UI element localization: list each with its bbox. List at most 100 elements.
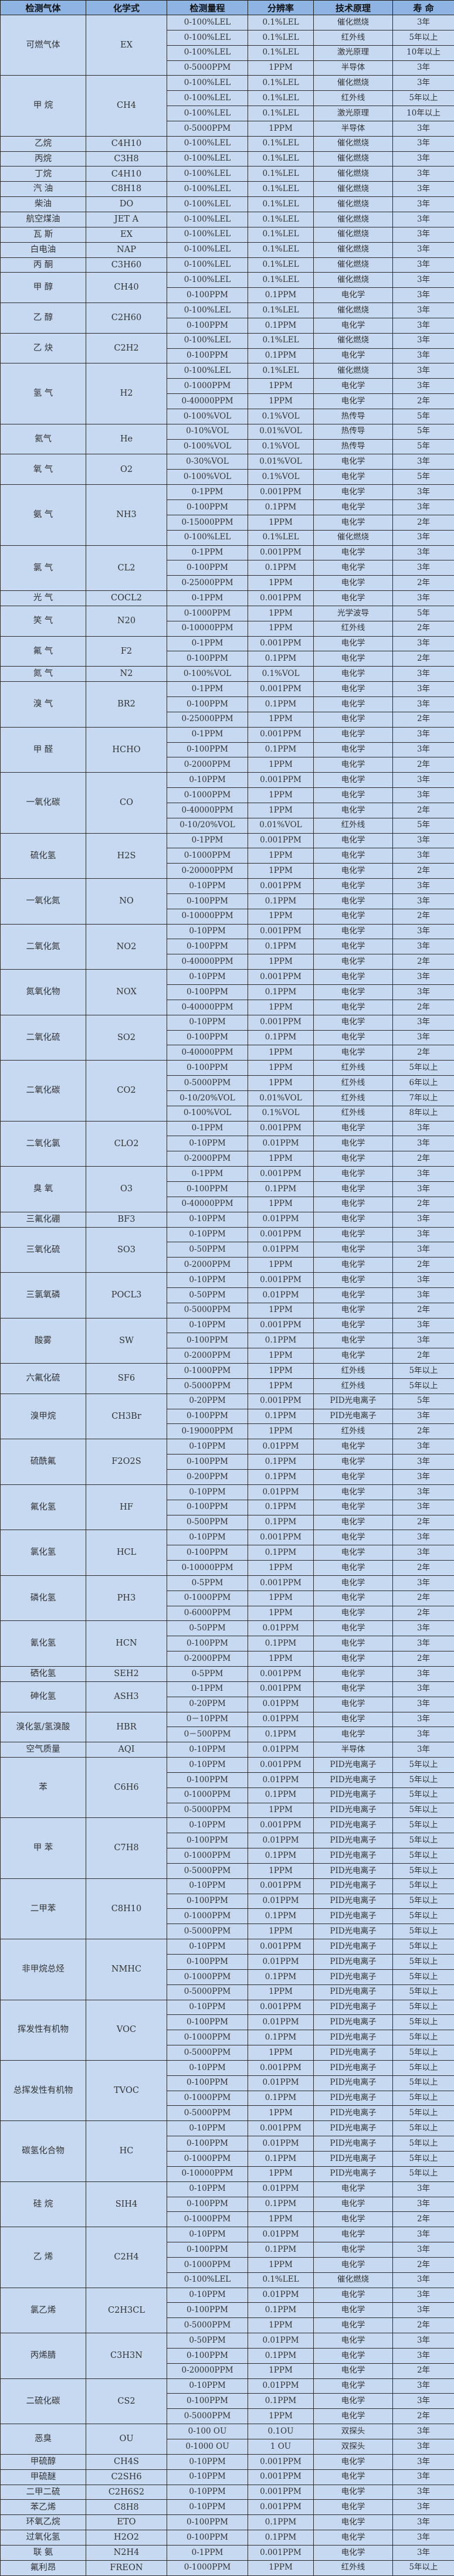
lifespan-cell: 5年以上 <box>392 2045 454 2061</box>
table-row: 酸雾 SW 0-10PPM 0.001PPM 电化学 3年 <box>0 1317 454 1364</box>
table-row: 丙烯腈 C3H3N 0-50PPM 0.01PPM 电化学 3年 <box>0 2333 454 2379</box>
resolution-cell: 0.1%LEL <box>248 106 314 121</box>
formula-cell: HBR <box>86 1711 167 1743</box>
principle-cell: 电化学 <box>313 742 393 758</box>
resolution-cell: 1PPM <box>248 393 314 409</box>
resolution-cell: 0.1PPM <box>248 2393 314 2410</box>
gas-name-cell: 苯 <box>0 1757 86 1819</box>
formula-cell: F2O2S <box>86 1439 167 1485</box>
range-cell: 0-1000PPM <box>167 848 248 864</box>
principle-cell: PID光电离子 <box>313 2090 393 2106</box>
formula-cell: C8H18 <box>86 181 167 198</box>
resolution-cell: 0.01PPM <box>248 2075 314 2091</box>
formula-cell: CS2 <box>86 2378 167 2425</box>
gas-name-cell: 溴 气 <box>0 681 86 728</box>
resolution-cell: 0.1%LEL <box>248 363 314 379</box>
table-row: 0-1000PPM 0.1PPM PID光电离子 5年以上 <box>1 2090 454 2106</box>
principle-cell: 电化学 <box>313 1651 393 1667</box>
resolution-cell: 1PPM <box>248 908 314 925</box>
principle-cell: 电化学 <box>313 2469 393 2485</box>
formula-cell: NAP <box>86 242 167 258</box>
lifespan-cell: 5年以上 <box>392 90 454 107</box>
range-cell: 0-10PPM <box>167 1817 248 1834</box>
lifespan-cell: 2年 <box>392 1196 454 1212</box>
resolution-cell: 0.1PPM <box>248 1787 314 1803</box>
lifespan-cell: 5年以上 <box>392 1833 454 1849</box>
table-row: 一氧化碳 CO 0-10PPM 0.001PPM 电化学 3年 <box>0 772 454 834</box>
lifespan-cell: 3年 <box>392 1742 454 1758</box>
table-row: 0-40000PPM 1PPM 电化学 2年 <box>1 802 454 818</box>
lifespan-cell: 3年 <box>392 1666 454 1682</box>
table-row: 空气质量 AQI 0-10PPM 0.01PPM 半导体 3年 <box>0 1742 454 1758</box>
gas-name-cell: 甲 烷 <box>0 75 86 137</box>
lifespan-cell: 2年 <box>392 2256 454 2273</box>
principle-cell: 电化学 <box>313 2378 393 2394</box>
range-cell: 0-1000PPM <box>167 605 248 621</box>
lifespan-cell: 2年 <box>392 1605 454 1622</box>
range-cell: 0-100PPM <box>167 1954 248 1970</box>
principle-cell: 电化学 <box>313 757 393 773</box>
gas-name-cell: 三氧化硫 <box>0 1226 86 1273</box>
range-cell: 0-1PPM <box>167 1681 248 1697</box>
resolution-cell: 0.1%LEL <box>248 196 314 212</box>
lifespan-cell: 3年 <box>392 726 454 743</box>
principle-cell: 催化燃烧 <box>313 242 393 258</box>
lifespan-cell: 3年 <box>392 923 454 940</box>
table-row: 0-15000PPM 1PPM 电化学 2年 <box>1 514 454 531</box>
table-row: 0-100PPM 0.1PPM 电化学 3年 <box>1 1636 454 1652</box>
principle-cell: 红外线 <box>313 90 393 107</box>
table-row: 溴 气 BR2 0-1PPM 0.001PPM 电化学 3年 <box>0 681 454 728</box>
resolution-cell: 0.1PPM <box>248 1969 314 1985</box>
table-row: 0-1000PPM 0.1PPM PID光电离子 5年以上 <box>1 2030 454 2046</box>
range-cell: 0-100PPM <box>167 1499 248 1515</box>
range-cell: 0-10PPM <box>167 923 248 940</box>
resolution-cell: 0.001PPM <box>248 1120 314 1137</box>
range-cell: 0-100%VOL <box>167 469 248 485</box>
range-cell: 0-100PPM <box>167 939 248 955</box>
range-cell: 0-5000PPM <box>167 1075 248 1091</box>
resolution-cell: 0.001PPM <box>248 1999 314 2016</box>
principle-cell: 电化学 <box>313 696 393 712</box>
lifespan-cell: 5年以上 <box>392 1999 454 2016</box>
principle-cell: 电化学 <box>313 2256 393 2273</box>
principle-cell: 电化学 <box>313 1530 393 1546</box>
resolution-cell: 0.01PPM <box>248 1484 314 1500</box>
range-cell: 0-40000PPM <box>167 954 248 970</box>
principle-cell: 电化学 <box>313 1711 393 1728</box>
gas-name-cell: 汽 油 <box>0 181 86 198</box>
resolution-cell: 1PPM <box>248 1257 314 1273</box>
principle-cell: 电化学 <box>313 1181 393 1197</box>
formula-cell: AQI <box>86 1742 167 1758</box>
principle-cell: 电化学 <box>313 1287 393 1303</box>
principle-cell: PID光电离子 <box>313 1787 393 1803</box>
range-cell: 0-100PPM <box>167 696 248 712</box>
formula-cell: BF3 <box>86 1211 167 1228</box>
principle-cell: 半导体 <box>313 1742 393 1758</box>
resolution-cell: 0.01PPM <box>248 1287 314 1303</box>
lifespan-cell: 5年以上 <box>392 2136 454 2152</box>
range-cell: 0-10PPM <box>167 1878 248 1894</box>
resolution-cell: 1PPM <box>248 1802 314 1819</box>
range-cell: 0-2000PPM <box>167 757 248 773</box>
resolution-cell: 0.001PPM <box>248 681 314 697</box>
gas-name-cell: 氯乙烯 <box>0 2287 86 2334</box>
gas-name-cell: 丁烷 <box>0 166 86 182</box>
lifespan-cell: 3年 <box>392 1636 454 1652</box>
lifespan-cell: 2年 <box>392 1302 454 1318</box>
resolution-cell: 0.01%VOL <box>248 423 314 440</box>
gas-name-cell: 二甲二硫 <box>0 2484 86 2500</box>
range-cell: 0-10PPM <box>167 1530 248 1546</box>
table-row: 0-5000PPM 1PPM 半导体 3年 <box>1 120 454 137</box>
principle-cell: 催化燃烧 <box>313 272 393 288</box>
principle-cell: 电化学 <box>313 454 393 470</box>
table-row: 0-1000PPM 0.1PPM PID光电离子 5年以上 <box>1 1969 454 1985</box>
range-cell: 0-1PPM <box>167 1166 248 1182</box>
table-row: 臭 氧 O3 0-1PPM 0.001PPM 电化学 3年 <box>0 1166 454 1212</box>
principle-cell: PID光电离子 <box>313 2014 393 2031</box>
table-row: 溴化氢/氢溴酸 HBR 0－10PPM 0.01PPM 电化学 3年 <box>0 1711 454 1743</box>
principle-cell: 电化学 <box>313 1166 393 1182</box>
gas-name-cell: 三氟化硼 <box>0 1211 86 1228</box>
principle-cell: PID光电离子 <box>313 1908 393 1925</box>
lifespan-cell: 2年 <box>392 1423 454 1440</box>
gas-name-cell: 二甲苯 <box>0 1878 86 1940</box>
